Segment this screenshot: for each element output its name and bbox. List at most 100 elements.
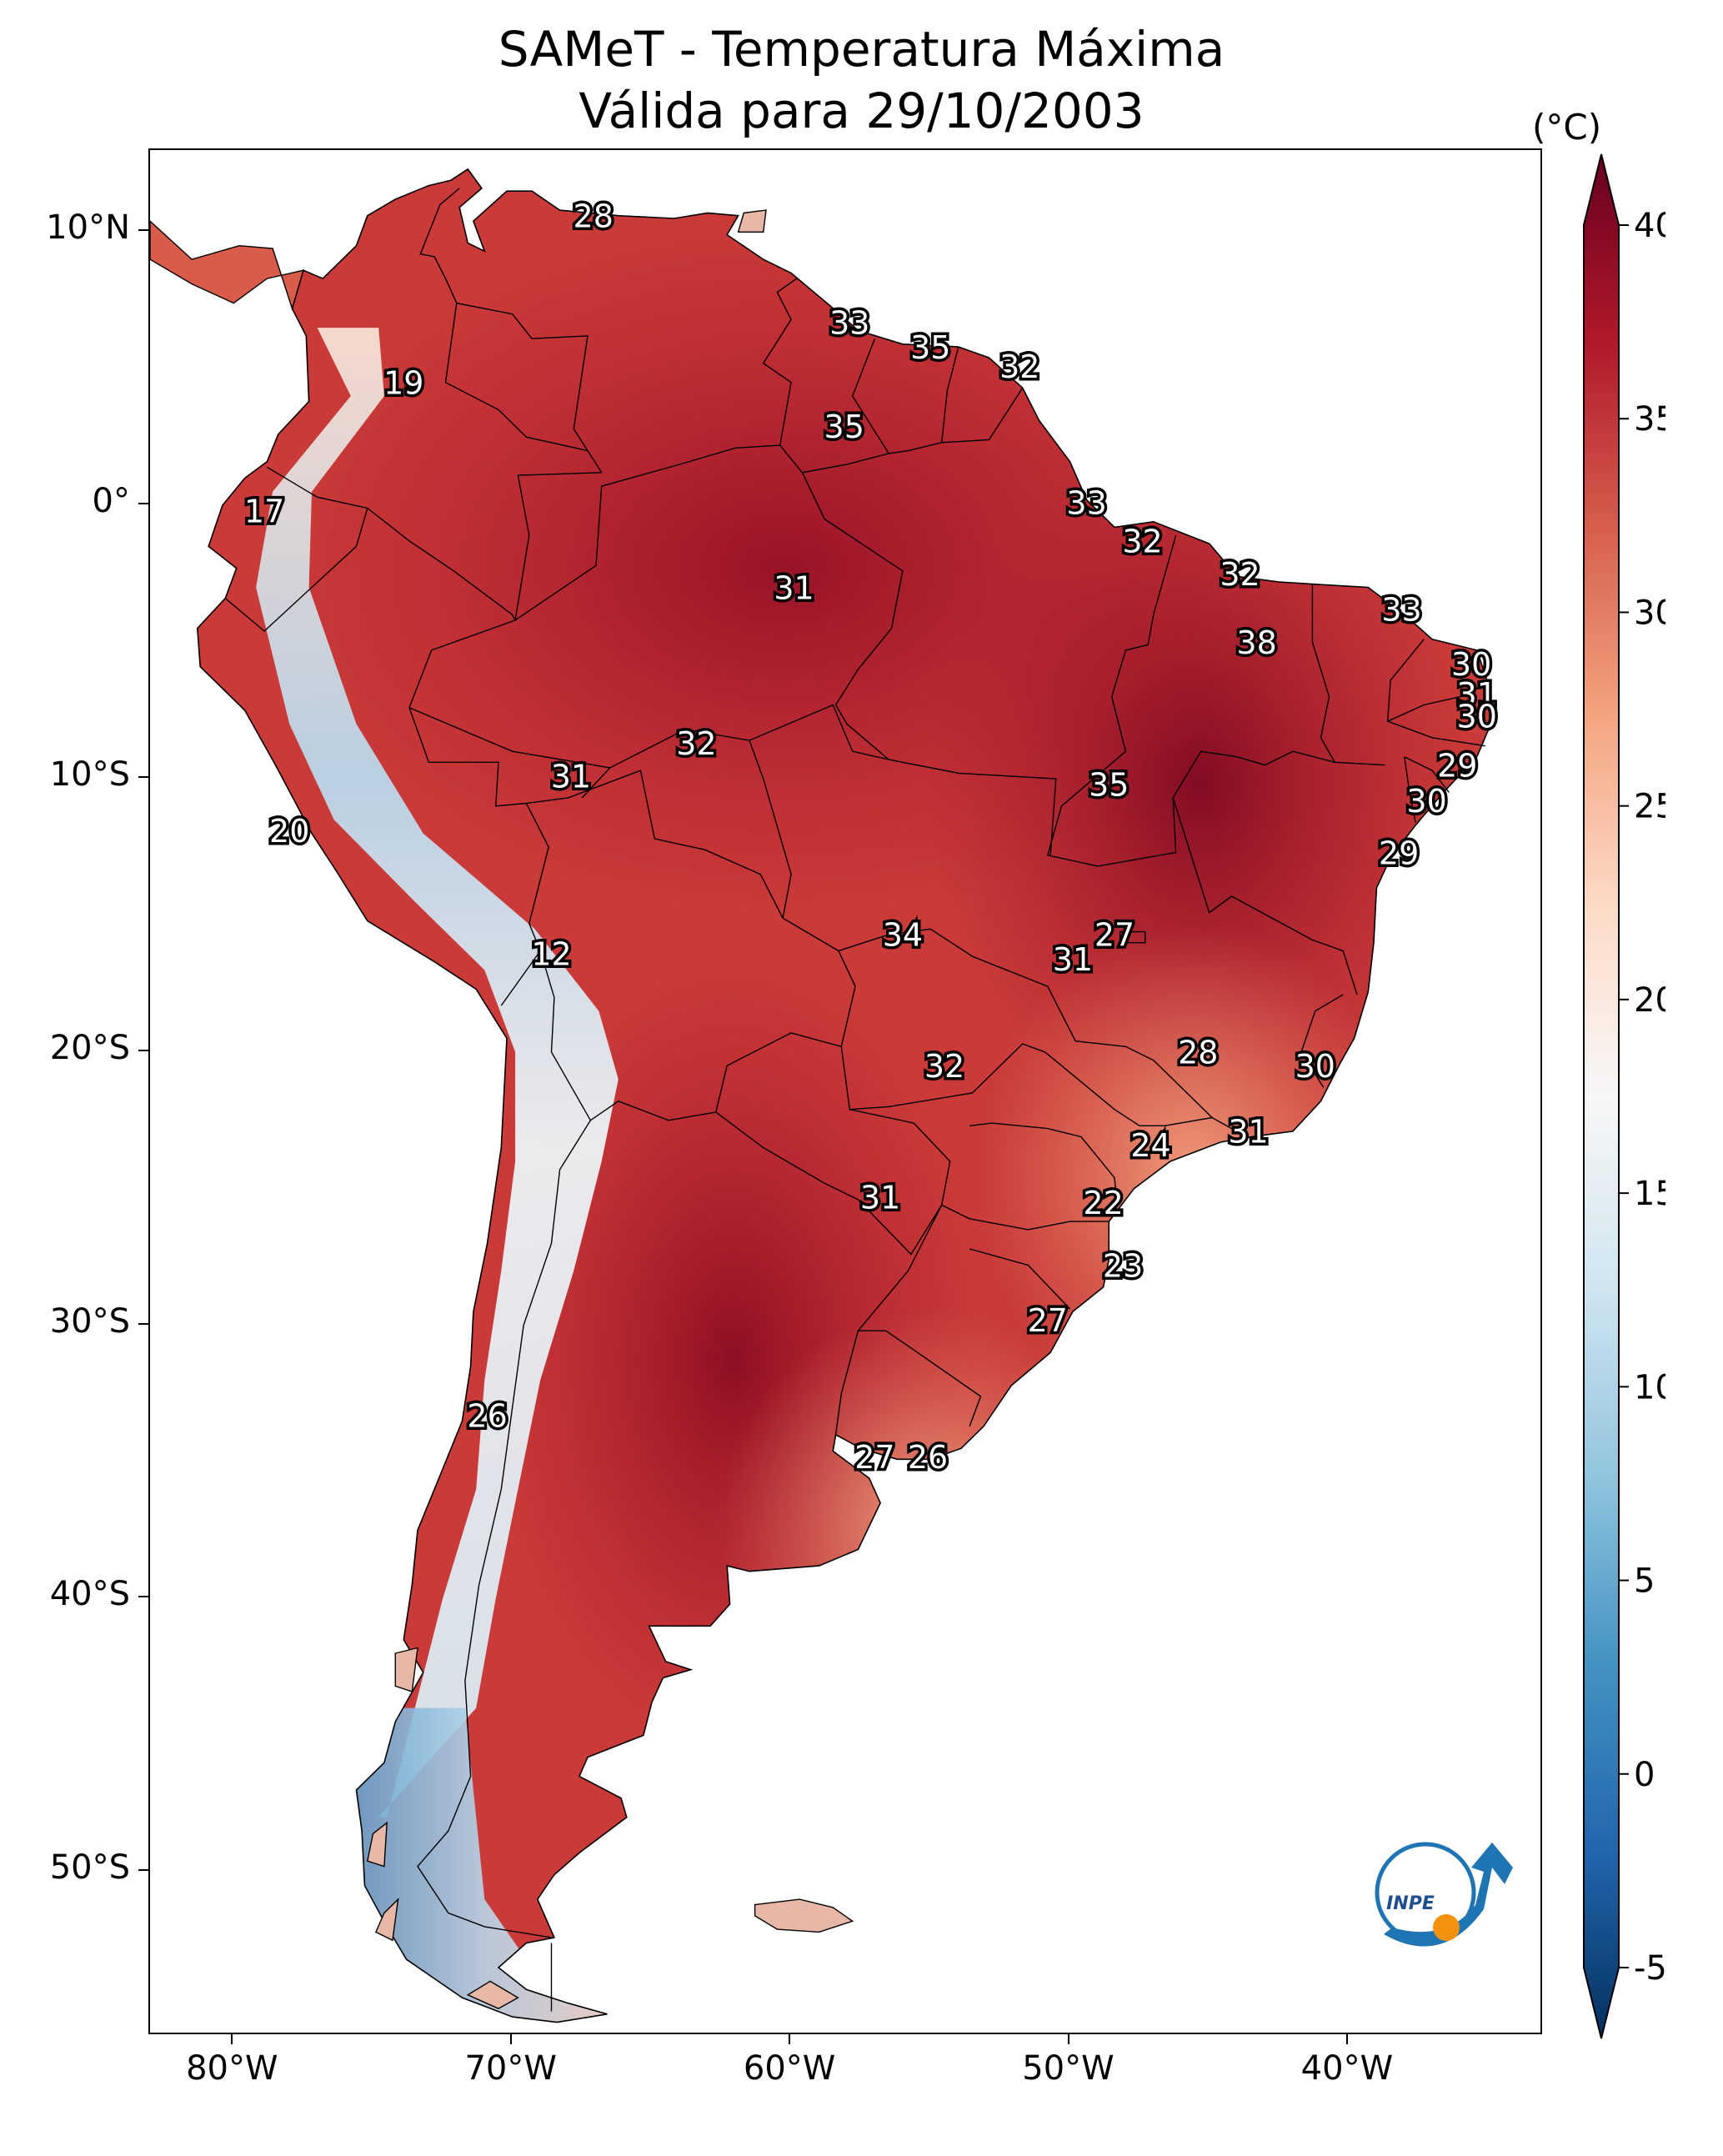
contour-label: 31: [551, 759, 591, 795]
y-tick-mark: [138, 1322, 148, 1325]
inpe-logo-dot: [1433, 1914, 1460, 1941]
y-tick-label: 0°: [92, 482, 130, 521]
x-tick-mark: [509, 2034, 512, 2044]
contour-label: 29: [1437, 747, 1477, 784]
y-tick-mark: [138, 1049, 148, 1051]
colorbar-tick-label: 25: [1634, 788, 1665, 826]
contour-label: 20: [269, 813, 309, 850]
contour-label: 33: [1066, 485, 1106, 522]
y-tick-mark: [138, 776, 148, 778]
border-line: [762, 278, 798, 446]
border-line: [1047, 535, 1177, 855]
border-line: [715, 1046, 951, 1256]
border-line: [514, 472, 602, 621]
contour-label: 32: [924, 1048, 964, 1085]
border-line: [367, 507, 549, 1006]
contour-label: 32: [676, 725, 716, 762]
land-temperature-field: [150, 168, 1492, 2023]
x-tick-mark: [1345, 2034, 1348, 2044]
coastline: [196, 168, 1492, 2023]
border-line: [1387, 639, 1425, 722]
border-line: [857, 1205, 943, 1331]
border-line: [417, 1120, 591, 1938]
contour-label: 23: [1103, 1247, 1143, 1284]
contour-label: 32: [999, 348, 1039, 385]
border-line: [1387, 682, 1489, 722]
title-line-1: SAMeT - Temperatura Máxima: [498, 21, 1225, 78]
border-line: [941, 346, 959, 443]
andes-cold-band: [256, 328, 619, 1818]
inpe-logo-text: INPE: [1386, 1893, 1435, 1914]
contour-label: 17: [244, 494, 284, 530]
island: [374, 1898, 399, 1942]
border-line: [444, 303, 589, 452]
border-line: [969, 1122, 1119, 1206]
contour-label: 31: [774, 569, 814, 606]
inpe-logo-swoosh: [1384, 1843, 1513, 1947]
x-tick-label: 40°W: [1300, 2049, 1394, 2088]
y-tick-mark: [138, 1869, 148, 1872]
temperature-shading: [256, 217, 1475, 2023]
border-line: [1404, 756, 1416, 823]
border-line: [851, 338, 889, 454]
border-line: [224, 466, 368, 632]
contour-label: 30: [1295, 1048, 1335, 1085]
border-line: [1404, 756, 1450, 793]
chart-title: SAMeT - Temperatura Máxima Válida para 2…: [0, 18, 1723, 142]
contour-label: 26: [908, 1439, 948, 1476]
inpe-logo: INPE: [1375, 1842, 1513, 1947]
border-line: [1387, 720, 1485, 747]
contour-label: 29: [1379, 835, 1419, 871]
island: [366, 1821, 388, 1868]
islands: [150, 209, 854, 2009]
contour-label: 27: [1028, 1302, 1068, 1339]
contour-label: 31: [1053, 941, 1093, 978]
panama-isthmus: [150, 220, 304, 311]
border-line: [1300, 994, 1344, 1088]
colorbar-ticks: -5 0 5 10 15 20 25 30 35 40: [1619, 207, 1665, 1988]
contour-label: 35: [910, 329, 950, 366]
y-tick-label: 50°S: [49, 1848, 130, 1888]
contour-label: 33: [1381, 592, 1421, 629]
y-tick-label: 40°S: [49, 1575, 130, 1614]
contour-label: 33: [829, 304, 869, 341]
y-tick-mark: [138, 503, 148, 505]
colorbar-tick-label: 20: [1634, 981, 1665, 1020]
warm-zone-south: [717, 1309, 1150, 1742]
island: [466, 1980, 519, 2009]
border-line: [834, 1330, 982, 1435]
border-line: [941, 1204, 1109, 1231]
colorbar-tick-label: 35: [1634, 400, 1665, 439]
border-line: [1047, 750, 1385, 867]
contour-label: 38: [1236, 624, 1276, 661]
colorbar: -5 0 5 10 15 20 25 30 35 40: [1583, 153, 1665, 2039]
contour-label: 19: [383, 364, 423, 401]
contour-label: 12: [531, 936, 571, 973]
contour-label: 27: [854, 1439, 894, 1476]
border-line: [749, 704, 1057, 919]
title-line-2: Válida para 29/10/2003: [579, 83, 1144, 139]
y-tick-mark: [138, 1596, 148, 1598]
x-tick-mark: [231, 2034, 233, 2044]
contour-label: 27: [1094, 917, 1134, 954]
border-line: [581, 729, 750, 799]
colorbar-tick-label: 10: [1634, 1368, 1665, 1406]
contour-label: 35: [824, 409, 864, 445]
island: [737, 209, 767, 233]
y-tick-label: 30°S: [49, 1301, 130, 1341]
x-tick-label: 70°W: [464, 2049, 557, 2088]
contour-label: 30: [1457, 698, 1497, 735]
y-tick-label: 10°S: [49, 755, 130, 794]
contour-label: 28: [573, 198, 614, 235]
colorbar-gradient: [1583, 153, 1620, 2039]
contour-label: 34: [883, 917, 923, 954]
contour-label: 31: [1457, 676, 1497, 713]
border-line: [1119, 930, 1146, 944]
contour-label: 30: [1451, 646, 1491, 683]
border-line: [1311, 584, 1335, 763]
island: [394, 1647, 418, 1692]
island: [754, 1898, 854, 1933]
contour-label: 31: [1228, 1114, 1268, 1151]
x-tick-label: 60°W: [743, 2049, 836, 2088]
